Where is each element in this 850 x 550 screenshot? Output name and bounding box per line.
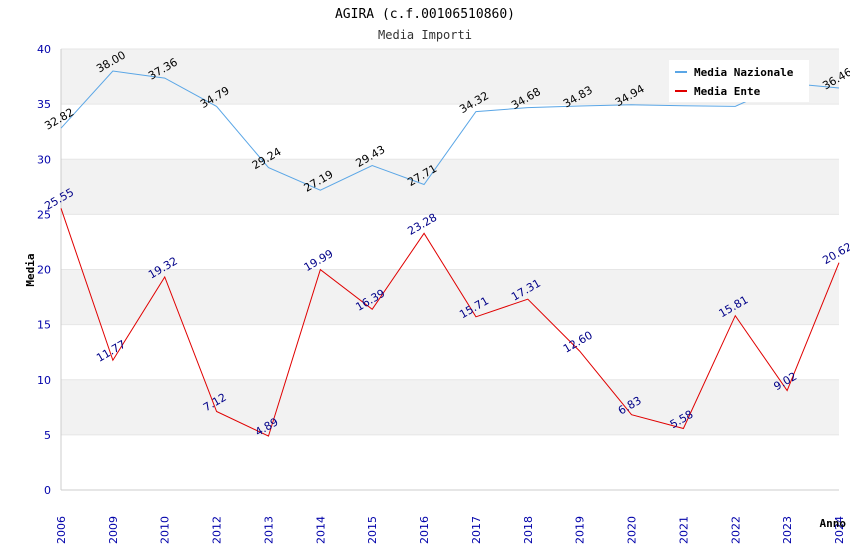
chart-title: AGIRA (c.f.00106510860) [335, 7, 515, 22]
y-tick-label: 0 [44, 484, 51, 497]
series-lines [60, 70, 840, 437]
x-tick-label: 2017 [470, 516, 483, 544]
y-axis-label: Media [24, 253, 37, 286]
x-axis-label: Anno [820, 517, 847, 530]
x-tick-label: 2010 [159, 516, 172, 544]
x-tick-label: 2009 [107, 516, 120, 544]
x-tick-label: 2013 [262, 516, 275, 544]
grid-band [61, 269, 839, 325]
x-tick-label: 2014 [314, 516, 327, 544]
grid-band [61, 214, 839, 270]
grid-band [61, 379, 839, 435]
axes [60, 49, 839, 491]
x-tick-label: 2006 [55, 516, 68, 544]
grid-bands [61, 49, 839, 490]
y-tick-label: 15 [37, 319, 51, 332]
x-tick-label: 2023 [781, 516, 794, 544]
y-tick-label: 40 [37, 43, 51, 56]
x-tick-label: 2024 [833, 516, 846, 544]
x-tick-label: 2016 [418, 516, 431, 544]
y-tick-label: 30 [37, 153, 51, 166]
x-tick-label: 2020 [626, 516, 639, 544]
x-tick-label: 2019 [574, 516, 587, 544]
y-tick-label: 20 [37, 264, 51, 277]
y-tick-label: 5 [44, 429, 51, 442]
grid-band [61, 104, 839, 160]
y-tick-label: 35 [37, 98, 51, 111]
x-tick-labels: 2006 2009 2010 2012 2013 2014 2015 2016 2017 2018… [55, 516, 846, 544]
legend: Media Nazionale Media Ente [669, 60, 809, 102]
x-tick-label: 2022 [729, 516, 742, 544]
x-tick-label: 2018 [522, 516, 535, 544]
y-tick-label: 25 [37, 208, 51, 221]
grid-band [61, 434, 839, 490]
grid-band [61, 324, 839, 380]
legend-label-media-ente: Media Ente [694, 85, 761, 98]
x-tick-label: 2012 [211, 516, 224, 544]
legend-label-media-nazionale: Media Nazionale [694, 66, 794, 79]
series-line-media-ente [60, 208, 840, 437]
y-tick-labels: 0 5 10 15 20 25 30 35 40 [37, 43, 51, 497]
grid-band [61, 159, 839, 215]
x-tick-label: 2015 [366, 516, 379, 544]
chart-subtitle: Media Importi [378, 28, 472, 42]
series-line-media-nazionale [60, 70, 840, 191]
x-tick-label: 2021 [677, 516, 690, 544]
y-tick-label: 10 [37, 374, 51, 387]
legend-box [669, 60, 809, 102]
